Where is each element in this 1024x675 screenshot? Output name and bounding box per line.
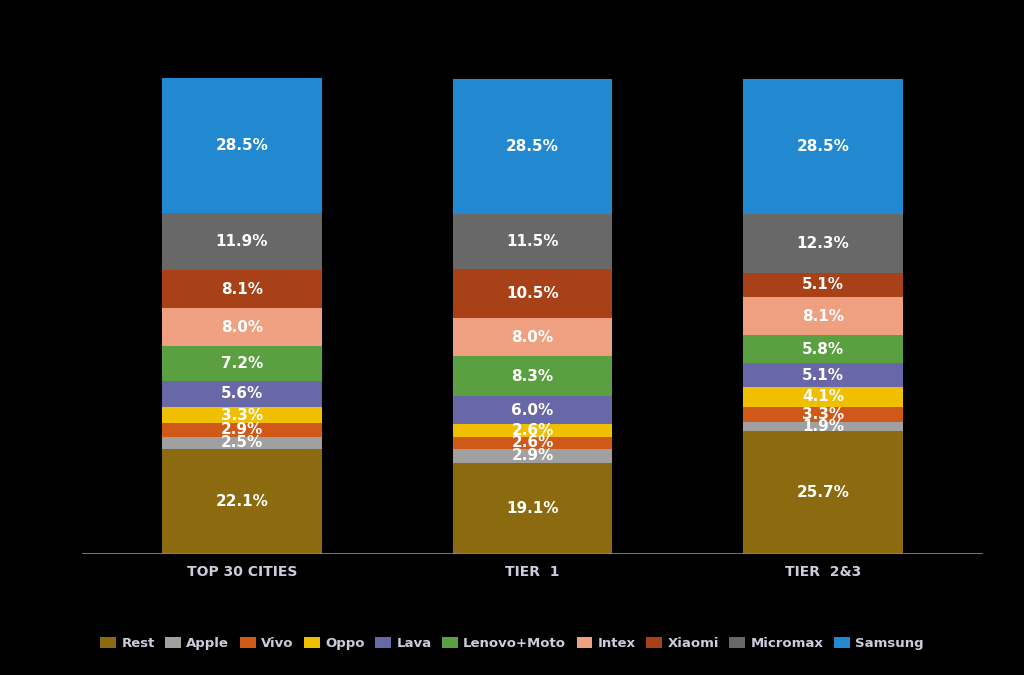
Text: 6.0%: 6.0% <box>511 402 554 418</box>
Bar <box>743 273 903 297</box>
Bar <box>162 448 322 554</box>
Bar <box>743 335 903 363</box>
Text: 5.8%: 5.8% <box>802 342 844 357</box>
Bar <box>162 270 322 308</box>
Text: 8.1%: 8.1% <box>221 281 263 297</box>
Text: 3.3%: 3.3% <box>221 408 263 423</box>
Bar <box>453 319 612 356</box>
Bar <box>743 387 903 407</box>
Text: 19.1%: 19.1% <box>506 501 559 516</box>
Bar <box>453 449 612 463</box>
Text: 5.1%: 5.1% <box>802 368 844 383</box>
Bar <box>162 407 322 423</box>
Bar <box>162 346 322 381</box>
Text: 8.0%: 8.0% <box>221 320 263 335</box>
Text: 1.9%: 1.9% <box>802 419 844 435</box>
Text: 7.2%: 7.2% <box>220 356 263 371</box>
Text: 8.1%: 8.1% <box>802 308 844 324</box>
Bar <box>162 213 322 270</box>
Bar <box>743 79 903 215</box>
Bar <box>453 356 612 396</box>
Text: 2.6%: 2.6% <box>511 423 554 438</box>
Text: 4.1%: 4.1% <box>802 389 844 404</box>
Text: 28.5%: 28.5% <box>215 138 268 153</box>
Text: 3.3%: 3.3% <box>802 407 844 422</box>
Bar <box>453 214 612 269</box>
Text: 10.5%: 10.5% <box>506 286 559 301</box>
Bar <box>162 437 322 448</box>
Bar <box>162 308 322 346</box>
Text: 28.5%: 28.5% <box>506 138 559 154</box>
Bar <box>743 431 903 554</box>
Text: 5.1%: 5.1% <box>802 277 844 292</box>
Text: 5.6%: 5.6% <box>220 386 263 402</box>
Text: 11.5%: 11.5% <box>506 234 559 248</box>
Bar <box>453 463 612 554</box>
Text: 2.9%: 2.9% <box>511 448 554 463</box>
Bar <box>162 381 322 407</box>
Bar <box>453 396 612 425</box>
Text: 22.1%: 22.1% <box>215 493 268 508</box>
Text: 11.9%: 11.9% <box>215 234 268 249</box>
Text: 8.0%: 8.0% <box>511 330 554 345</box>
Bar <box>743 297 903 335</box>
Text: 25.7%: 25.7% <box>797 485 850 500</box>
Text: 2.6%: 2.6% <box>511 435 554 450</box>
Bar <box>453 425 612 437</box>
Bar <box>743 423 903 431</box>
Bar <box>453 437 612 449</box>
Text: 12.3%: 12.3% <box>797 236 850 251</box>
Bar <box>743 363 903 387</box>
Text: 2.5%: 2.5% <box>220 435 263 450</box>
Bar <box>743 407 903 423</box>
Legend: Rest, Apple, Vivo, Oppo, Lava, Lenovo+Moto, Intex, Xiaomi, Micromax, Samsung: Rest, Apple, Vivo, Oppo, Lava, Lenovo+Mo… <box>95 631 929 655</box>
Bar <box>162 423 322 437</box>
Bar <box>162 78 322 213</box>
Text: 8.3%: 8.3% <box>511 369 554 383</box>
Text: 2.9%: 2.9% <box>220 423 263 437</box>
Bar <box>453 269 612 319</box>
Bar <box>743 215 903 273</box>
Bar <box>453 78 612 214</box>
Text: 28.5%: 28.5% <box>797 139 850 154</box>
